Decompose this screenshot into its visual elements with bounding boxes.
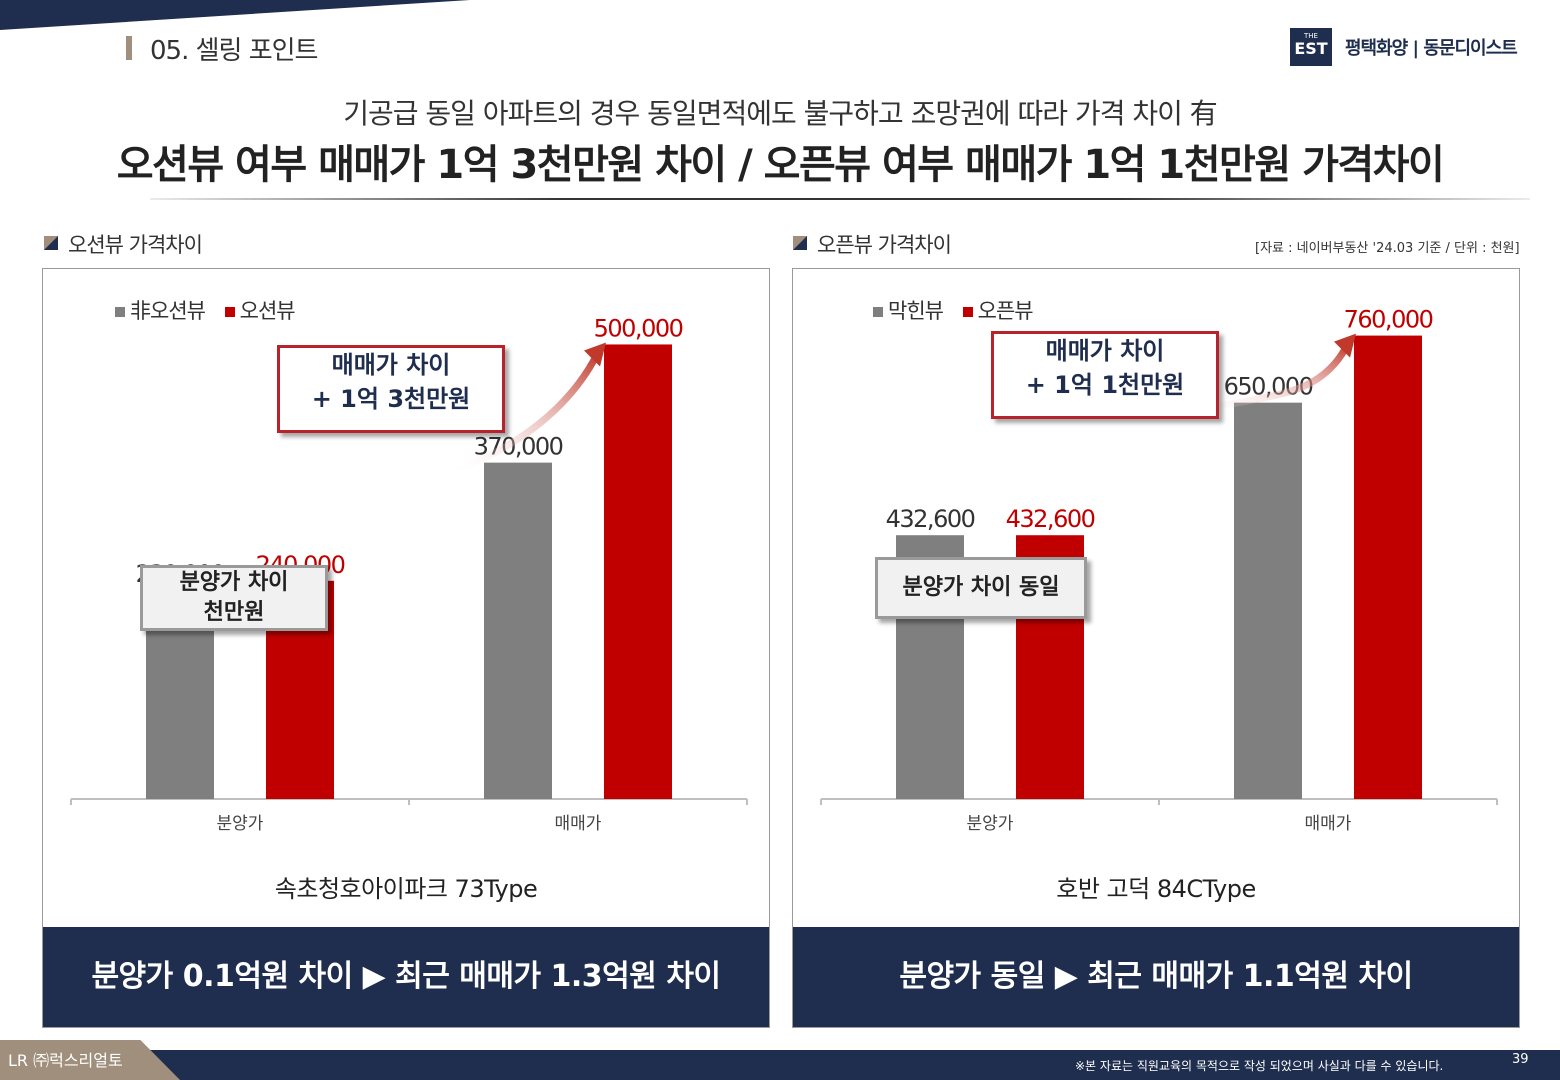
x-tick-label: 매매가 bbox=[555, 814, 602, 834]
legend-item: 막힌뷰 bbox=[888, 299, 944, 323]
right-chart-name: 호반 고덕 84CType bbox=[1056, 875, 1256, 903]
page-number: 39 bbox=[1512, 1052, 1529, 1067]
data-source-note: [자료 : 네이버부동산 '24.03 기준 / 단위 : 천원] bbox=[1255, 241, 1520, 256]
data-label: 760,000 bbox=[1344, 306, 1433, 334]
growth-arrow-head bbox=[584, 342, 606, 367]
left-panel-label: 오션뷰 가격차이 bbox=[68, 233, 203, 257]
left-chart-name: 속초청호아이파크 73Type bbox=[274, 875, 538, 903]
legend-item: 오션뷰 bbox=[239, 299, 296, 323]
logo-the-text: THE bbox=[1304, 32, 1318, 40]
logo-est-text: EST bbox=[1294, 39, 1328, 58]
x-tick-label: 분양가 bbox=[217, 814, 264, 834]
right-presale-diff-callout: 분양가 차이 동일 bbox=[875, 557, 1087, 619]
left-summary-banner: 분양가 0.1억원 차이 ▶ 최근 매매가 1.3억원 차이 bbox=[43, 927, 769, 1027]
right-legend: 막힌뷰 오픈뷰 bbox=[873, 295, 1034, 325]
section-marker bbox=[126, 36, 132, 60]
legend-swatch-gray bbox=[115, 307, 125, 317]
legend-item: 非오션뷰 bbox=[130, 299, 206, 323]
callout-line: 매매가 차이 bbox=[331, 351, 451, 379]
growth-arrow-head bbox=[1334, 333, 1356, 358]
bar-gray bbox=[1234, 402, 1302, 799]
brand-logo: THE EST bbox=[1290, 28, 1332, 66]
section-title: 05. 셀링 포인트 bbox=[150, 36, 318, 66]
legend-swatch-red bbox=[224, 307, 235, 317]
legend-swatch-gray bbox=[873, 307, 883, 317]
legend-item: 오픈뷰 bbox=[977, 299, 1034, 323]
brand-name: 평택화양 | 동문디이스트 bbox=[1345, 38, 1518, 59]
data-label: 432,600 bbox=[886, 505, 975, 533]
bar-red bbox=[604, 344, 672, 799]
left-price-diff-callout: 매매가 차이 + 1억 3천만원 bbox=[277, 345, 505, 433]
callout-line: + 1억 1천만원 bbox=[1025, 371, 1185, 399]
headline-divider bbox=[150, 198, 1530, 200]
footer-logo: LR ㈜럭스리얼토 bbox=[8, 1051, 123, 1070]
bar-red bbox=[1354, 335, 1422, 799]
right-panel-label: 오픈뷰 가격차이 bbox=[817, 233, 952, 257]
footer-disclaimer: ※본 자료는 직원교육의 목적으로 작성 되었으며 사실과 다를 수 있습니다. bbox=[1075, 1059, 1444, 1073]
left-legend: 非오션뷰 오션뷰 bbox=[115, 295, 296, 325]
callout-line: 분양가 차이 동일 bbox=[902, 575, 1060, 600]
page-headline: 오션뷰 여부 매매가 1억 3천만원 차이 / 오픈뷰 여부 매매가 1억 1천… bbox=[116, 142, 1445, 188]
data-label: 432,600 bbox=[1006, 505, 1095, 533]
right-summary-banner: 분양가 동일 ▶ 최근 매매가 1.1억원 차이 bbox=[793, 927, 1519, 1027]
page-subtitle: 기공급 동일 아파트의 경우 동일면적에도 불구하고 조망권에 따라 가격 차이… bbox=[343, 97, 1218, 130]
data-label: 500,000 bbox=[594, 314, 683, 342]
growth-arrow bbox=[444, 348, 602, 477]
legend-swatch-red bbox=[962, 307, 973, 317]
left-presale-diff-callout: 분양가 차이 천만원 bbox=[140, 565, 328, 631]
right-chart-panel: 막힌뷰 오픈뷰 분양가 432,600 432,600 매매가 650,000 760,0… bbox=[792, 268, 1520, 1028]
growth-arrow bbox=[1194, 340, 1352, 417]
panel-label-icon bbox=[793, 236, 807, 250]
callout-line: 분양가 차이 bbox=[179, 570, 289, 595]
left-chart-panel: 非오션뷰 오션뷰 분양가230,000240,000매매가370,000500,… bbox=[42, 268, 770, 1028]
header-decoration bbox=[0, 0, 470, 30]
callout-line: 천만원 bbox=[203, 600, 265, 625]
right-price-diff-callout: 매매가 차이 + 1억 1천만원 bbox=[991, 331, 1219, 419]
x-tick-label: 매매가 bbox=[1305, 814, 1352, 834]
bar-gray bbox=[484, 462, 552, 799]
footer-bar bbox=[0, 1050, 1560, 1080]
callout-line: 매매가 차이 bbox=[1045, 337, 1165, 365]
panel-label-icon bbox=[44, 236, 58, 250]
x-tick-label: 분양가 bbox=[967, 814, 1014, 834]
callout-line: + 1억 3천만원 bbox=[311, 385, 471, 413]
